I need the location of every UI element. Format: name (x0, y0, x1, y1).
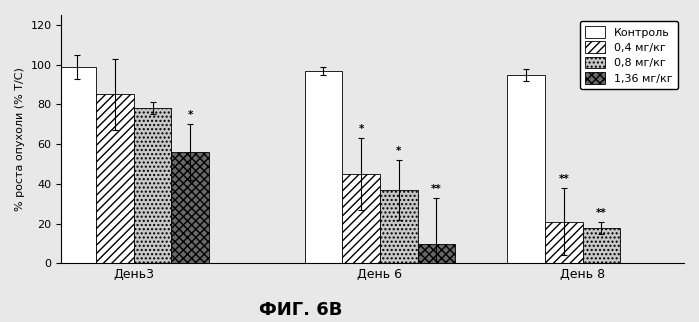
Bar (59, 67, 96, 263)
Bar (343, 174, 380, 263)
Text: *: * (187, 110, 193, 120)
Bar (96, 94, 134, 263)
Bar (545, 222, 583, 263)
Y-axis label: % роста опухоли (% Т/С): % роста опухоли (% Т/С) (15, 67, 25, 211)
Bar (507, 75, 545, 263)
Text: *: * (396, 146, 401, 156)
Text: *: * (359, 124, 363, 134)
Bar (417, 243, 455, 263)
Text: **: ** (431, 184, 442, 194)
Text: **: ** (596, 208, 607, 218)
Text: ФИГ. 6В: ФИГ. 6В (259, 301, 343, 319)
Text: **: ** (559, 174, 569, 184)
Bar (305, 71, 343, 263)
Bar (134, 109, 171, 263)
Bar (171, 152, 209, 263)
Bar (380, 190, 417, 263)
Bar (583, 228, 620, 263)
Legend: Контроль, 0,4 мг/кг, 0,8 мг/кг, 1,36 мг/кг: Контроль, 0,4 мг/кг, 0,8 мг/кг, 1,36 мг/… (579, 21, 679, 89)
